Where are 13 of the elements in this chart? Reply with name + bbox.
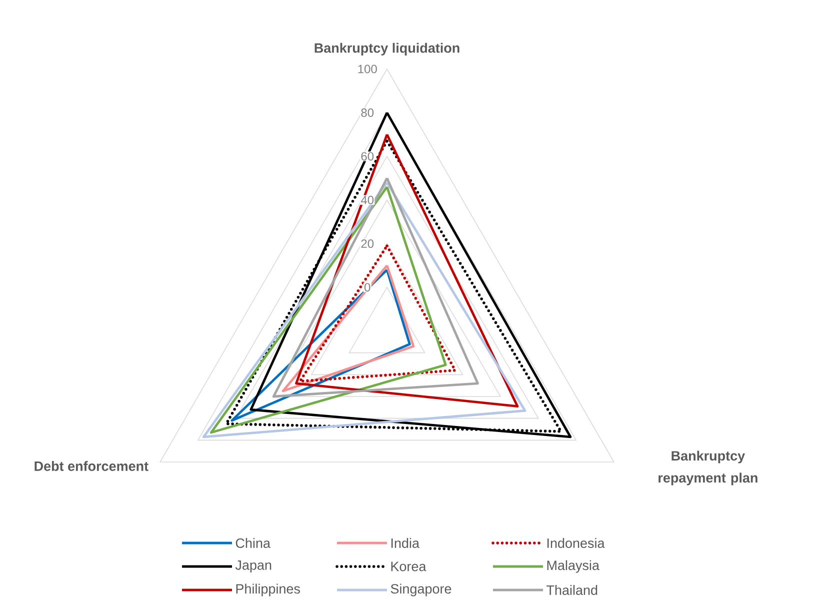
legend-label: Malaysia — [547, 560, 600, 573]
spoke-label: Bankruptcy repayment plan — [658, 450, 758, 486]
spoke-label: Debt enforcement — [34, 461, 148, 471]
legend-label: India — [391, 538, 420, 548]
legend-label: Korea — [391, 562, 426, 572]
legend-label: Singapore — [390, 584, 452, 596]
spoke-label: Bankruptcy liquidation — [314, 42, 460, 56]
legend-label: Philippines — [236, 584, 300, 596]
y-tick-label: 100 — [358, 64, 377, 74]
legend-label: Thailand — [546, 585, 598, 595]
legend-label: Japan — [235, 560, 272, 573]
legend-label: Indonesia — [547, 538, 605, 548]
legend-label: China — [236, 538, 270, 548]
